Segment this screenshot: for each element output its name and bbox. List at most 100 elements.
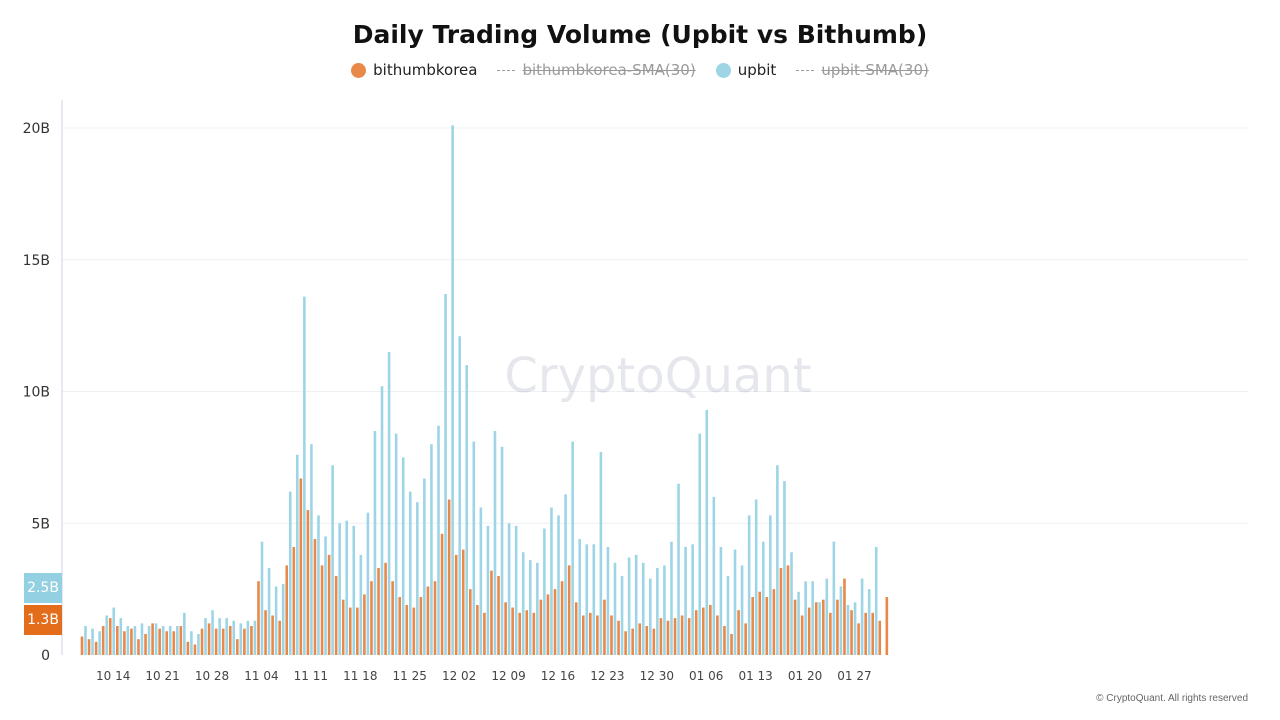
bar-bithumbkorea <box>716 615 719 655</box>
bar-bithumbkorea <box>320 565 324 655</box>
x-tick-label: 12 23 <box>590 669 624 683</box>
bar-bithumbkorea <box>200 628 204 655</box>
bar-upbit <box>578 539 581 655</box>
bar-upbit <box>119 618 123 655</box>
bar-upbit <box>387 351 391 655</box>
x-tick-label: 10 28 <box>195 669 229 683</box>
bar-upbit <box>345 520 349 655</box>
bar-bithumbkorea <box>405 604 409 655</box>
legend-item-bithumbkorea-sma[interactable]: bithumbkorea-SMA(30) <box>497 61 696 79</box>
bar-bithumbkorea <box>885 597 889 655</box>
bar-upbit <box>260 541 264 655</box>
x-tick-label: 12 30 <box>640 669 674 683</box>
chart-grid <box>62 127 1248 524</box>
x-tick-label: 01 13 <box>738 669 772 683</box>
bar-bithumbkorea <box>236 639 239 655</box>
bar-bithumbkorea <box>306 510 310 655</box>
bar-bithumbkorea <box>384 562 387 655</box>
bar-upbit <box>98 631 101 655</box>
bar-bithumbkorea <box>158 628 161 655</box>
bar-bithumbkorea <box>793 599 797 655</box>
bar-upbit <box>281 583 285 655</box>
bar-upbit <box>663 565 666 655</box>
legend-label-upbit: upbit <box>737 61 777 79</box>
bar-upbit <box>105 615 108 655</box>
bar-upbit <box>324 536 327 655</box>
legend-label-bithumbkorea-sma: bithumbkorea-SMA(30) <box>522 61 696 79</box>
bar-upbit <box>84 626 87 655</box>
bar-upbit <box>853 602 857 655</box>
chart-legend: bithumbkorea bithumbkorea-SMA(30) upbit … <box>0 61 1280 79</box>
bar-bithumbkorea <box>440 533 444 655</box>
bar-upbit <box>684 546 687 655</box>
bar-upbit <box>239 623 243 655</box>
bar-bithumbkorea <box>723 626 726 655</box>
bar-upbit <box>747 515 751 655</box>
bar-bithumbkorea <box>257 581 260 655</box>
bar-upbit <box>691 544 694 655</box>
bar-bithumbkorea <box>278 620 281 655</box>
bar-bithumbkorea <box>94 641 98 655</box>
x-tick-label: 11 04 <box>244 669 278 683</box>
bar-bithumbkorea <box>864 612 867 655</box>
x-tick-label: 11 18 <box>343 669 377 683</box>
x-tick-label: 01 06 <box>689 669 723 683</box>
bar-bithumbkorea <box>779 568 783 655</box>
bar-bithumbkorea <box>348 607 352 655</box>
bar-bithumbkorea <box>596 615 599 655</box>
bar-bithumbkorea <box>214 628 218 655</box>
bar-upbit <box>867 589 871 655</box>
bar-upbit <box>190 631 193 655</box>
bar-bithumbkorea <box>878 620 882 655</box>
bar-upbit <box>303 296 306 655</box>
bar-bithumbkorea <box>469 589 472 655</box>
bar-bithumbkorea <box>744 623 747 655</box>
bar-bithumbkorea <box>207 623 211 655</box>
bar-bithumbkorea <box>476 604 479 655</box>
bar-upbit <box>783 481 786 655</box>
bar-bithumbkorea <box>221 628 225 655</box>
bar-upbit <box>366 512 370 655</box>
bar-bithumbkorea <box>814 602 818 655</box>
bar-upbit <box>825 578 829 655</box>
legend-item-upbit-sma[interactable]: upbit-SMA(30) <box>796 61 929 79</box>
bar-upbit <box>430 444 433 655</box>
chart-title: Daily Trading Volume (Upbit vs Bithumb) <box>352 20 928 49</box>
bar-upbit <box>479 507 483 655</box>
legend-item-upbit[interactable]: upbit <box>715 61 777 79</box>
bar-upbit <box>373 431 377 655</box>
x-tick-label: 11 25 <box>393 669 427 683</box>
legend-swatch-bithumbkorea <box>351 62 367 78</box>
bar-upbit <box>112 607 116 655</box>
bar-bithumbkorea <box>461 549 465 655</box>
bar-upbit <box>712 496 716 655</box>
bar-bithumbkorea <box>701 607 705 655</box>
bar-bithumbkorea <box>130 628 133 655</box>
bar-upbit <box>557 515 560 655</box>
bar-bithumbkorea <box>108 618 112 655</box>
bar-bithumbkorea <box>341 599 345 655</box>
bar-bithumbkorea <box>666 620 670 655</box>
bar-upbit <box>620 575 624 655</box>
bar-bithumbkorea <box>624 631 627 655</box>
upbit-last-value-badge: 2.5B <box>24 573 62 603</box>
bar-bithumbkorea <box>504 602 507 655</box>
bar-bithumbkorea <box>490 570 493 655</box>
bar-upbit <box>140 623 144 655</box>
bar-upbit <box>776 465 779 655</box>
y-tick-label: 0 <box>41 648 50 664</box>
bar-upbit <box>599 452 603 655</box>
bar-bithumbkorea <box>822 599 825 655</box>
bar-upbit <box>726 575 730 655</box>
y-tick-label: 5B <box>31 516 50 532</box>
legend-label-bithumbkorea: bithumbkorea <box>373 61 478 79</box>
bar-bithumbkorea <box>398 597 401 655</box>
bar-upbit <box>493 431 497 655</box>
bar-upbit <box>338 523 341 655</box>
bar-bithumbkorea <box>433 581 437 655</box>
bar-upbit <box>592 544 596 655</box>
bar-upbit <box>91 628 94 655</box>
bar-upbit <box>486 525 490 655</box>
bar-bithumbkorea <box>186 641 190 655</box>
legend-item-bithumbkorea[interactable]: bithumbkorea <box>351 61 477 79</box>
